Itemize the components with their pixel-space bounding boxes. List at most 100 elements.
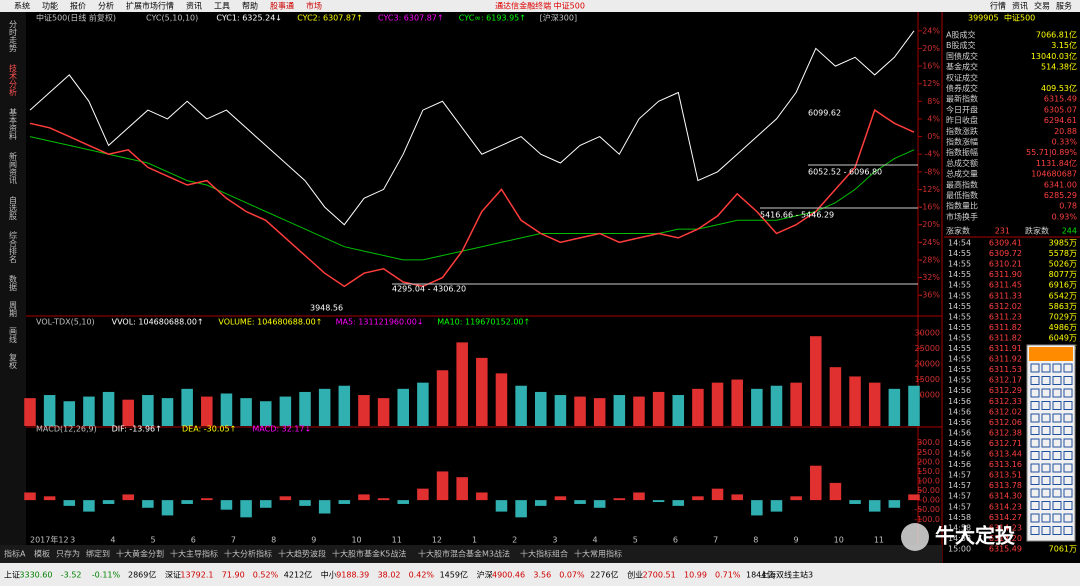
menu-item[interactable]: 市场 (306, 1, 322, 11)
tool-icon[interactable] (1030, 376, 1040, 385)
tool-icon[interactable] (1052, 376, 1062, 385)
tool-icon[interactable] (1052, 526, 1062, 535)
tool-icon[interactable] (1030, 451, 1040, 460)
tool-icon[interactable] (1030, 463, 1040, 473)
tool-icon[interactable] (1052, 438, 1062, 448)
tool-icon[interactable] (1052, 513, 1062, 523)
sidebar-tab[interactable]: 分时走势 (9, 20, 18, 53)
menu-right[interactable]: 资讯 (1012, 1, 1028, 11)
tab[interactable]: 十大分析指标 (224, 549, 272, 559)
tool-icon[interactable] (1063, 376, 1073, 385)
tool-icon[interactable] (1063, 501, 1073, 510)
tool-icon[interactable] (1041, 388, 1051, 398)
tool-icon[interactable] (1041, 513, 1051, 523)
sidebar-tab[interactable]: 数据 (9, 274, 18, 292)
menu-item[interactable]: 系统 (14, 1, 30, 11)
tool-icon[interactable] (1030, 501, 1040, 510)
menu-item[interactable]: 分析 (98, 1, 114, 11)
tool-icon[interactable] (1030, 401, 1040, 410)
menu-right[interactable]: 行情 (990, 1, 1006, 11)
tool-icon[interactable] (1052, 476, 1062, 485)
tool-icon[interactable] (1030, 426, 1040, 435)
tool-icon[interactable] (1063, 476, 1073, 485)
tool-icon[interactable] (1030, 476, 1040, 485)
sidebar-tab[interactable]: 周期 (9, 301, 18, 318)
menu-item[interactable]: 帮助 (242, 1, 258, 11)
tool-icon[interactable] (1063, 488, 1073, 498)
menu-item[interactable]: 资讯 (186, 1, 202, 11)
tab[interactable]: 十大趋势波段 (278, 549, 326, 559)
tool-icon[interactable] (1030, 363, 1040, 373)
y-tick-label: 50.00 (917, 486, 940, 495)
tool-icon[interactable] (1041, 451, 1051, 460)
menu-right[interactable]: 交易 (1034, 1, 1050, 11)
tab[interactable]: 十大主导指标 (170, 549, 218, 559)
tool-icon[interactable] (1063, 513, 1073, 523)
tab[interactable]: 绑定到 (86, 549, 110, 559)
tool-icon[interactable] (1041, 526, 1051, 535)
menu-item[interactable]: 股事通 (270, 1, 294, 11)
tool-icon[interactable] (1030, 388, 1040, 398)
sidebar-tab[interactable]: 画线 (9, 327, 18, 343)
sidebar-tab[interactable]: 综合排名 (9, 230, 18, 264)
tool-icon[interactable] (1063, 463, 1073, 473)
tab[interactable]: 十大指标组合 (520, 549, 568, 559)
menu-item[interactable]: 报价 (70, 1, 86, 11)
tool-icon[interactable] (1041, 426, 1051, 435)
tool-icon[interactable] (1052, 363, 1062, 373)
bar (692, 388, 704, 426)
tool-icon[interactable] (1063, 526, 1073, 535)
tool-icon[interactable] (1063, 438, 1073, 448)
tab[interactable]: 模板 (34, 549, 50, 559)
tool-icon[interactable] (1052, 413, 1062, 423)
tool-icon[interactable] (1041, 463, 1051, 473)
tool-icon[interactable] (1041, 401, 1051, 410)
trade-volume: 7029万 (1049, 312, 1077, 321)
sidebar-tab[interactable]: 复权 (9, 352, 18, 370)
tool-icon[interactable] (1052, 463, 1062, 473)
menu-right[interactable]: 服务 (1056, 1, 1072, 11)
tab[interactable]: 只存为 (56, 549, 80, 559)
menu-item[interactable]: 功能 (42, 1, 58, 11)
tool-icon[interactable] (1052, 426, 1062, 435)
tab[interactable]: 十大股市基金K5战法 (332, 549, 406, 559)
tool-icon[interactable] (1052, 501, 1062, 510)
tool-icon[interactable] (1041, 413, 1051, 423)
tool-icon[interactable] (1052, 488, 1062, 498)
tool-icon[interactable] (1063, 363, 1073, 373)
menu-item[interactable]: 工具 (214, 2, 230, 11)
breadth: 244 (1062, 227, 1077, 236)
tab[interactable]: 十大股市混合基金M3战法 (418, 549, 510, 559)
tool-icon[interactable] (1063, 413, 1073, 423)
tool-icon[interactable] (1041, 376, 1051, 385)
tool-icon[interactable] (1030, 513, 1040, 523)
sidebar-tab[interactable]: 自选股 (9, 195, 18, 221)
tool-icon[interactable] (1041, 501, 1051, 510)
tool-icon[interactable] (1030, 413, 1040, 423)
sidebar-tab[interactable]: 技术分析 (9, 63, 18, 97)
tool-icon[interactable] (1041, 476, 1051, 485)
tool-icon[interactable] (1030, 526, 1040, 535)
tool-icon[interactable] (1052, 388, 1062, 398)
tool-icon[interactable] (1041, 438, 1051, 448)
tool-icon[interactable] (1063, 388, 1073, 398)
tab[interactable]: 指标A (4, 549, 26, 559)
tool-icon[interactable] (1063, 451, 1073, 460)
tool-icon[interactable] (1063, 401, 1073, 410)
x-tick-label: 9 (793, 536, 798, 545)
tab[interactable]: 十大黄金分割 (116, 549, 164, 559)
tool-icon[interactable] (1030, 438, 1040, 448)
drawing-toolbar[interactable] (1026, 344, 1076, 542)
menu-item[interactable]: 扩展市场行情 (126, 1, 174, 11)
tool-icon[interactable] (1052, 401, 1062, 410)
tool-icon[interactable] (1030, 488, 1040, 498)
tab[interactable]: 十大常用指标 (574, 549, 622, 559)
quote-value: 6315.49 (1044, 95, 1077, 104)
tool-icon[interactable] (1041, 363, 1051, 373)
sidebar-tab[interactable]: 新闻资讯 (9, 151, 18, 185)
tool-icon[interactable] (1063, 426, 1073, 435)
quote-value: 6294.61 (1044, 116, 1077, 125)
tool-icon[interactable] (1041, 488, 1051, 498)
sidebar-tab[interactable]: 基本资料 (9, 107, 18, 141)
tool-icon[interactable] (1052, 451, 1062, 460)
